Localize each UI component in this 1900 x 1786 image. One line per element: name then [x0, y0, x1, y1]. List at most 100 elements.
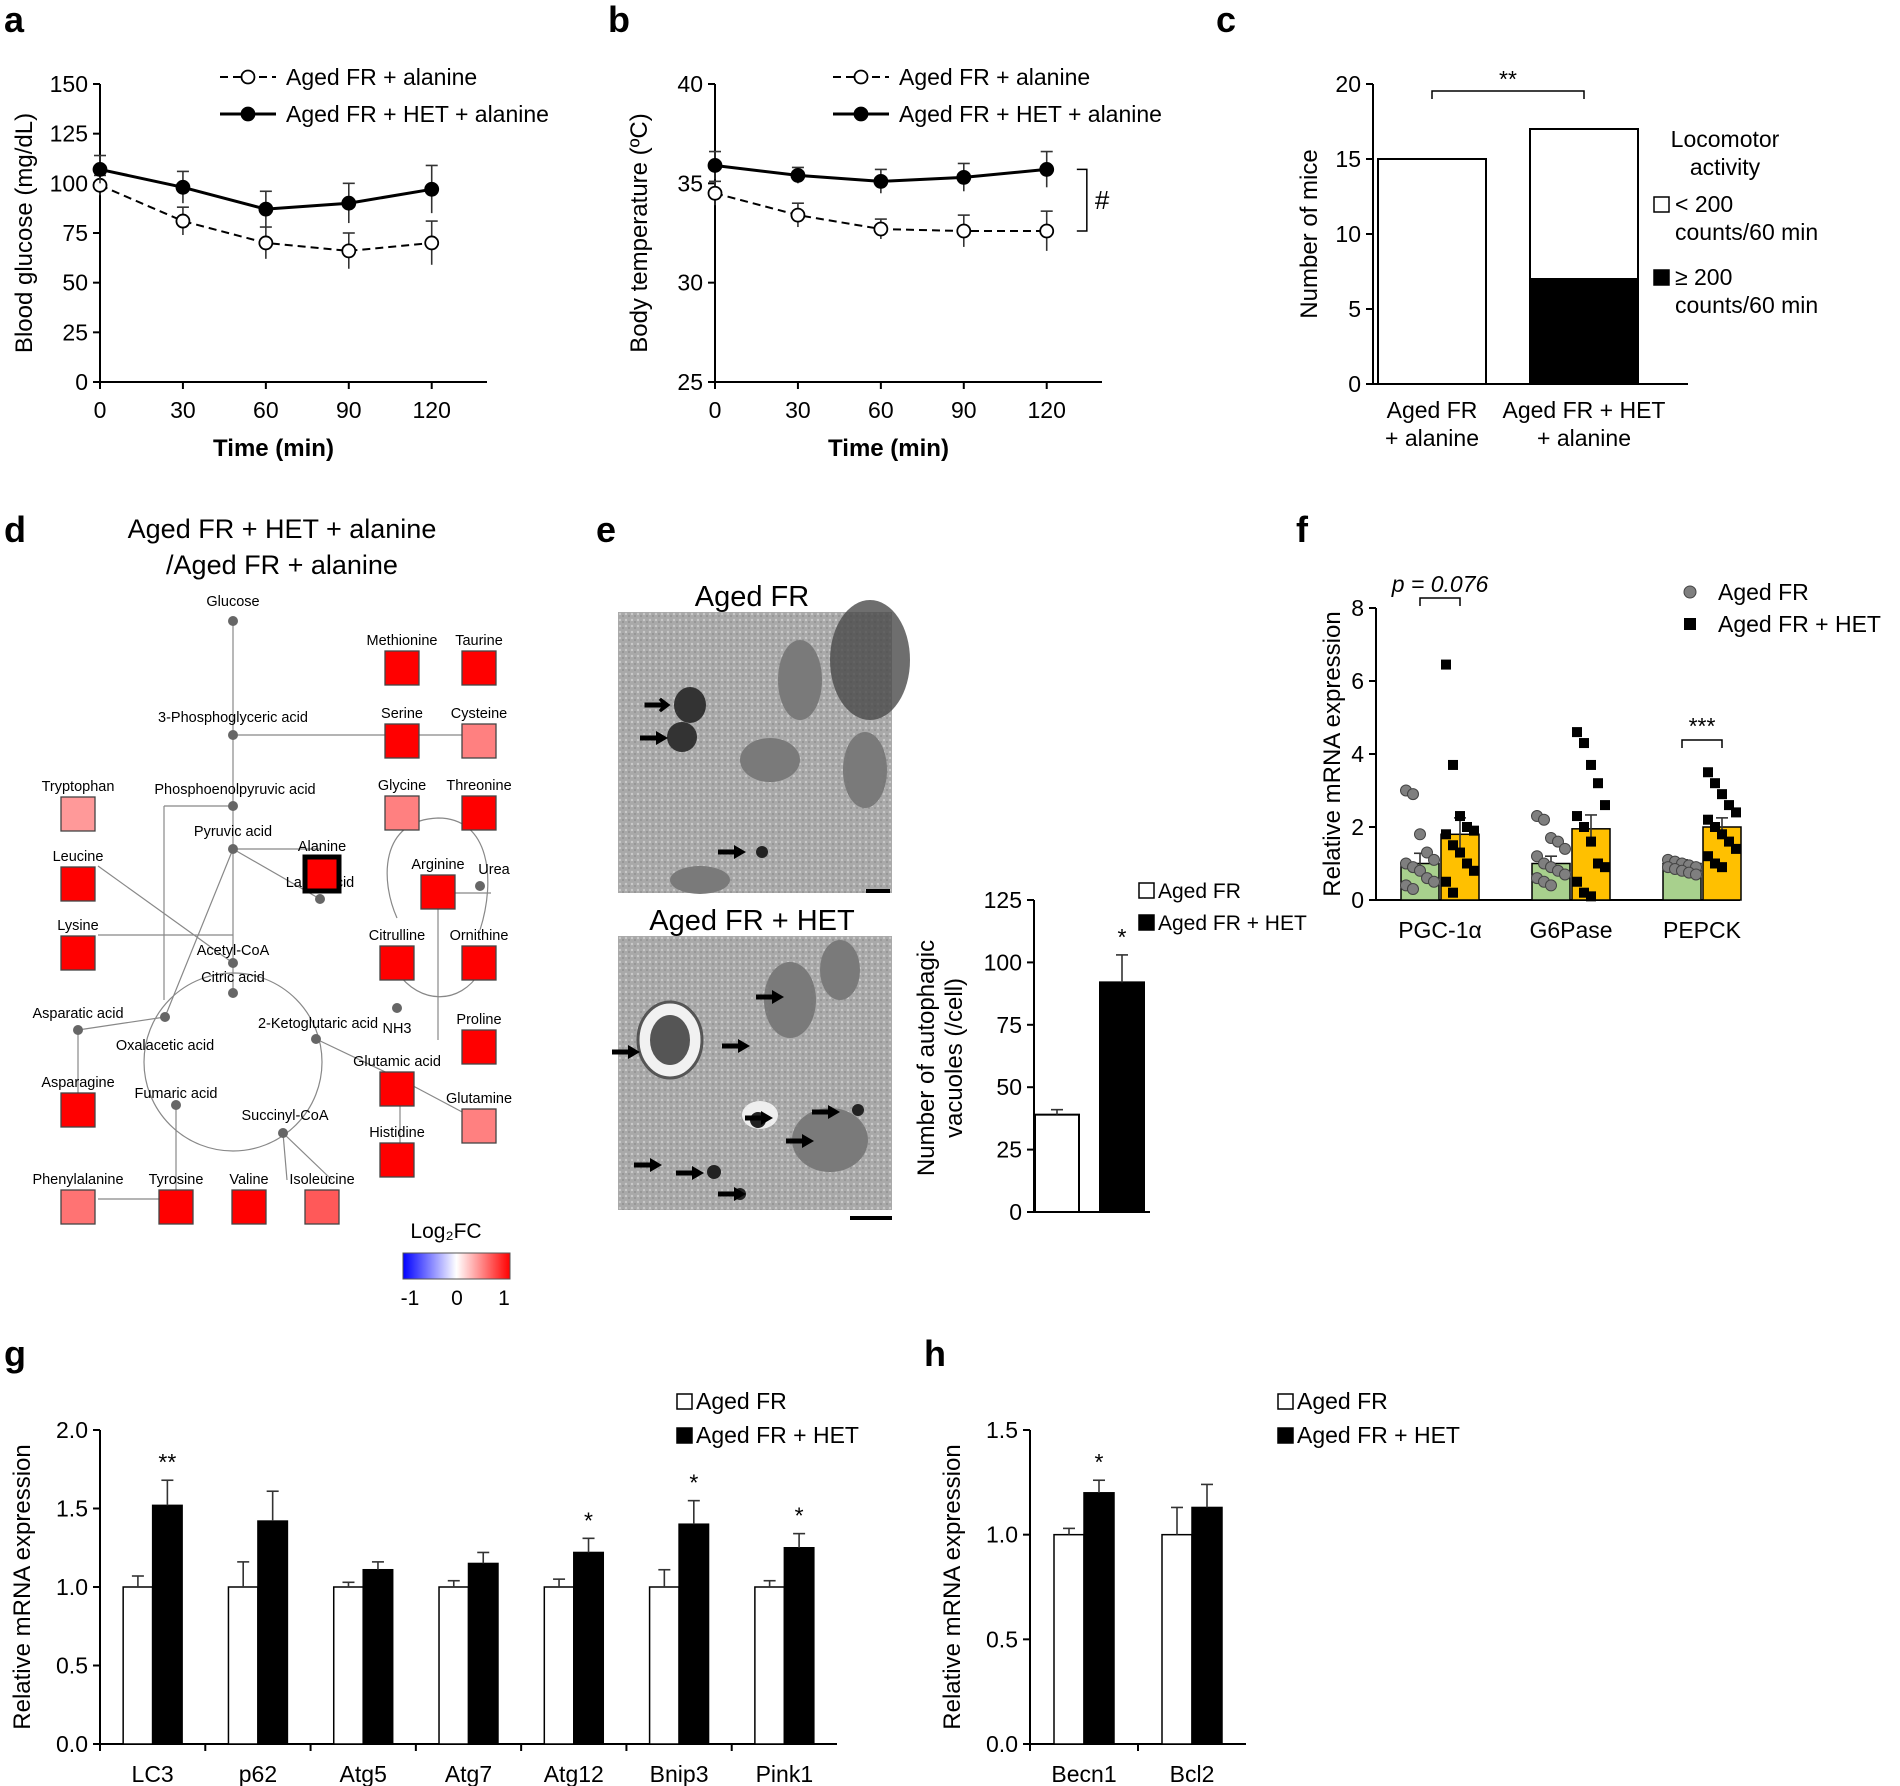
- colorbar-gradient: [402, 1252, 511, 1280]
- metabolite-label-proline: Proline: [456, 1012, 501, 1028]
- f-point: [1600, 862, 1610, 873]
- a-ytick-label: 150: [50, 71, 88, 97]
- b-point: [1039, 223, 1055, 239]
- micrograph-aged-fr-het: [612, 936, 892, 1220]
- e-significance: *: [1118, 924, 1127, 950]
- metabolite-box-threonine: [461, 795, 497, 831]
- panel-label-b: b: [608, 0, 630, 40]
- metabolite-label-tryptophan: Tryptophan: [42, 779, 115, 795]
- g-ytick-label: 0.0: [56, 1731, 88, 1757]
- metabolite-label-glycine: Glycine: [378, 778, 426, 794]
- pathway-title-line1: Aged FR + HET + alanine: [128, 514, 437, 544]
- b-xtick-label: 0: [709, 397, 722, 423]
- f-legend-marker-0: [1683, 585, 1697, 599]
- label-urea: Urea: [478, 862, 510, 878]
- chart-b-body-temperature: 25 30 35 40 0 30 60 90 120 Time (min) Body tempera…: [626, 64, 1162, 462]
- e-ytick-label: 50: [996, 1074, 1022, 1100]
- chart-c-locomotor: 0 5 10 15 20 Number of mice Aged FR + alanine Ag…: [1296, 66, 1818, 451]
- micrograph-aged-fr: [618, 600, 910, 894]
- f-point: [1441, 876, 1451, 887]
- f-point: [1586, 836, 1596, 847]
- c-legend-swatch-0: [1653, 196, 1670, 213]
- b-ytick-label: 40: [677, 71, 703, 97]
- b-ytick-label: 30: [677, 270, 703, 296]
- c-category-label: Aged FR + alanine: [1385, 397, 1479, 451]
- h-significance: *: [1095, 1449, 1104, 1475]
- c-sig-bracket: [1431, 90, 1585, 99]
- colorbar-tick-max: 1: [498, 1287, 510, 1310]
- g-ytick-label: 1.0: [56, 1574, 88, 1600]
- f-point: [1600, 800, 1610, 811]
- panel-label-c: c: [1216, 0, 1236, 40]
- a-point: [341, 195, 357, 211]
- label-succinyl: Succinyl-CoA: [241, 1108, 328, 1124]
- f-ytick-label: 2: [1351, 814, 1364, 840]
- f-point: [1579, 738, 1589, 749]
- g-legend-swatch-1: [676, 1427, 693, 1444]
- f-significance: p = 0.076: [1391, 571, 1489, 597]
- g-legend-label-0: Aged FR: [696, 1388, 787, 1414]
- metabolite-box-alanine: [302, 854, 342, 894]
- a-point: [424, 235, 440, 251]
- metabolite-box-serine: [384, 723, 420, 759]
- f-point: [1559, 868, 1571, 881]
- chart-e-autophagic-vacuoles: 0 25 50 75 100 125 Number of autophagicvacuole…: [913, 880, 1307, 1225]
- b-point: [1039, 162, 1055, 177]
- metabolite-label-phenylalanine: Phenylalanine: [32, 1172, 123, 1188]
- metabolite-box-cysteine: [461, 723, 497, 759]
- a-ytick-label: 25: [62, 319, 88, 345]
- h-legend-label-0: Aged FR: [1297, 1388, 1388, 1414]
- e-bar: [1034, 1113, 1080, 1214]
- f-point: [1448, 759, 1458, 770]
- g-bar: [362, 1568, 394, 1745]
- b-point: [873, 221, 889, 237]
- chart-h-apoptosis-mrna: 0.0 0.5 1.0 1.5 Relative mRNA expression * Bec…: [939, 1388, 1460, 1786]
- a-legend-label-0: Aged FR + alanine: [286, 64, 477, 90]
- f-legend-label-0: Aged FR: [1718, 579, 1809, 605]
- a-point: [92, 162, 108, 177]
- label-aspartic: Asparatic acid: [32, 1006, 123, 1022]
- g-bar: [543, 1586, 575, 1745]
- b-legend-label-1: Aged FR + HET + alanine: [899, 101, 1162, 127]
- a-point: [424, 181, 440, 197]
- h-legend-swatch-0: [1277, 1393, 1294, 1410]
- metabolite-box-ornithine: [461, 945, 497, 981]
- a-legend-marker-1: [240, 106, 256, 122]
- g-category-label: Bnip3: [650, 1761, 709, 1786]
- f-point: [1710, 858, 1720, 869]
- f-point: [1538, 813, 1550, 826]
- c-significance: **: [1499, 66, 1517, 92]
- b-point: [790, 207, 806, 223]
- f-point: [1717, 789, 1727, 800]
- f-point: [1455, 847, 1465, 858]
- g-category-label: LC3: [132, 1761, 174, 1786]
- metabolite-box-methionine: [384, 650, 420, 686]
- panel-label-a: a: [4, 0, 25, 40]
- metabolite-box-glycine: [384, 795, 420, 831]
- g-significance: *: [584, 1507, 593, 1533]
- e-legend-label-0: Aged FR: [1158, 880, 1241, 903]
- node-citric: [228, 988, 238, 998]
- e-ytick-label: 25: [996, 1137, 1022, 1163]
- g-legend-label-1: Aged FR + HET: [696, 1422, 859, 1448]
- label-pep: Phosphoenolpyruvic acid: [154, 782, 315, 798]
- node-lactic: [315, 894, 325, 904]
- f-point: [1407, 883, 1419, 896]
- metabolite-label-leucine: Leucine: [53, 849, 104, 865]
- micrograph-bottom-title: Aged FR + HET: [649, 905, 855, 937]
- metabolite-label-threonine: Threonine: [446, 778, 511, 794]
- c-ytick-label: 5: [1348, 296, 1361, 322]
- b-legend-label-0: Aged FR + alanine: [899, 64, 1090, 90]
- panel-label-f: f: [1296, 509, 1309, 550]
- a-legend-marker-0: [240, 69, 256, 85]
- c-legend-label-1: ≥ 200 counts/60 min: [1675, 264, 1818, 318]
- node-nh3: [392, 1003, 402, 1013]
- metabolite-label-tyrosine: Tyrosine: [149, 1172, 204, 1188]
- g-ytick-label: 0.5: [56, 1653, 88, 1679]
- c-category-label: Aged FR + HET + alanine: [1503, 397, 1666, 451]
- node-fumaric: [171, 1100, 181, 1110]
- g-bar: [332, 1586, 364, 1745]
- panel-label-e: e: [596, 509, 616, 550]
- c-ytick-label: 20: [1335, 71, 1361, 97]
